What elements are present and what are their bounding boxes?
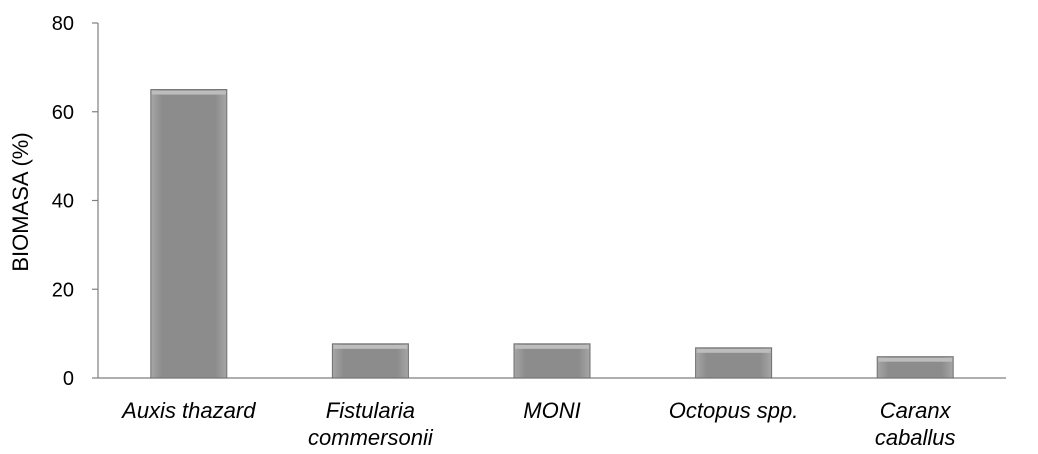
bar-highlight: [696, 348, 771, 353]
bar-highlight: [515, 344, 589, 349]
category-label-line: caballus: [875, 425, 956, 450]
y-tick-label: 80: [52, 13, 74, 35]
bar-body: [513, 343, 591, 379]
y-tick-labels: 0 20 40 60 80: [52, 13, 74, 390]
category-label-line: MONI: [523, 398, 580, 423]
category-label: Fistularia commersonii: [308, 398, 434, 450]
y-tick-label: 0: [63, 368, 74, 390]
category-label-line: Octopus spp.: [669, 398, 799, 423]
y-tick-label: 60: [52, 102, 74, 124]
bar-highlight: [333, 344, 408, 349]
bar: [331, 343, 409, 379]
category-label: MONI: [523, 398, 580, 423]
category-label: Auxis thazard: [120, 398, 256, 423]
category-label: Octopus spp.: [669, 398, 799, 423]
y-axis-title: BIOMASA (%): [8, 132, 33, 271]
bar-body: [331, 343, 409, 379]
bar: [876, 356, 954, 379]
category-label-line: Fistularia: [326, 398, 415, 423]
category-label-line: Caranx: [880, 398, 952, 423]
axes: [92, 22, 1006, 379]
category-label-line: commersonii: [308, 425, 434, 450]
bar-highlight: [151, 90, 226, 95]
bar: [150, 89, 228, 379]
bar: [695, 347, 773, 379]
bar-highlight: [878, 357, 953, 362]
x-tick-labels: Auxis thazard Fistularia commersonii MONI Oc…: [120, 398, 955, 450]
bar-body: [695, 347, 773, 379]
bar: [513, 343, 591, 379]
y-tick-label: 40: [52, 191, 74, 213]
category-label-line: Auxis thazard: [120, 398, 256, 423]
y-tick-label: 20: [52, 279, 74, 301]
bar-body: [876, 356, 954, 379]
bars: [150, 89, 954, 379]
category-label: Caranx caballus: [875, 398, 956, 450]
bar-body: [150, 89, 228, 379]
